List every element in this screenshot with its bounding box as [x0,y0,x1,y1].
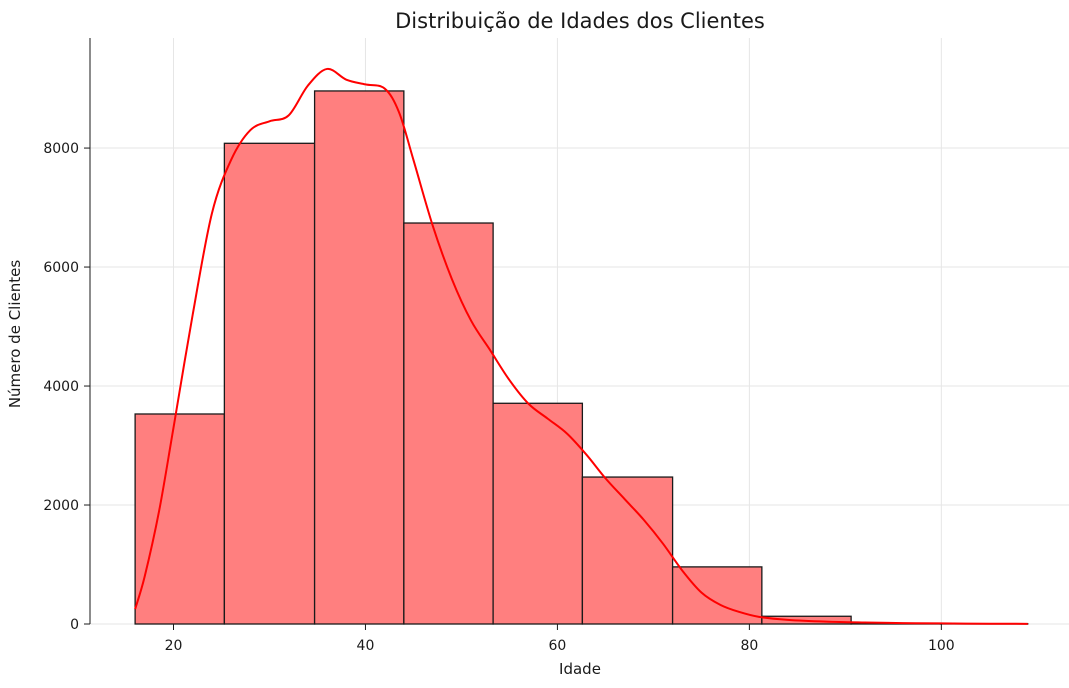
y-tick-label: 8000 [43,141,79,157]
histogram-bar [581,476,674,625]
x-tick-label: 100 [928,638,955,654]
histogram-bar [403,222,494,625]
x-tick-label: 60 [549,638,567,654]
histogram-bars [134,90,1029,625]
x-axis-ticks: 20 40 60 80 100 [165,624,955,654]
density-curve [134,67,1028,625]
x-tick-label: 80 [740,638,758,654]
y-tick-label: 6000 [43,260,79,276]
kde-line [134,67,1028,625]
y-axis-label: Número de Clientes [6,260,24,409]
chart-title: Distribuição de Idades dos Clientes [395,9,765,33]
y-tick-label: 2000 [43,498,79,514]
y-tick-label: 0 [70,617,79,633]
x-tick-label: 20 [165,638,183,654]
y-axis-ticks: 0 2000 4000 6000 8000 [43,141,90,633]
x-tick-label: 40 [357,638,375,654]
histogram-bar [223,142,316,625]
y-tick-label: 4000 [43,379,79,395]
x-axis-label: Idade [559,660,601,678]
histogram-bar [313,90,405,625]
histogram-bar [134,413,226,625]
